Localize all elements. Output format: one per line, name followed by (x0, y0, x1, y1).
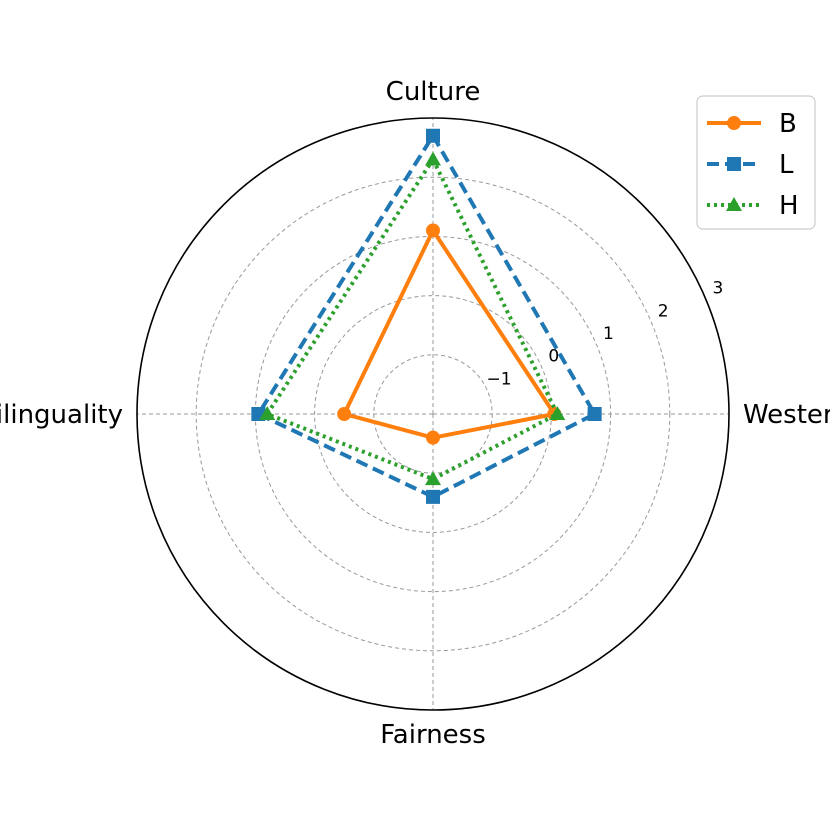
series-line-L (256, 133, 597, 499)
data-point-B (337, 407, 352, 421)
legend-marker-L (727, 157, 741, 171)
series-line-B (342, 228, 557, 440)
data-point-L (587, 407, 602, 421)
data-point-L (426, 128, 440, 143)
grid-circle (195, 176, 671, 652)
axis-label-western: Western (743, 400, 830, 430)
legend-marker-B (727, 116, 741, 130)
data-point-B (426, 430, 440, 445)
legend-box (696, 95, 816, 230)
data-point-H (425, 151, 441, 166)
r-tick-label: 1 (603, 324, 614, 344)
data-point-H (425, 471, 441, 486)
data-point-H (259, 406, 276, 420)
axis-label-multilinguality: Multilinguality (0, 400, 123, 430)
axis-label-fairness: Fairness (380, 720, 486, 750)
data-point-H (549, 406, 566, 420)
r-tick-label: 2 (658, 301, 669, 321)
series-line-H (265, 157, 560, 482)
r-tick-label: 3 (712, 279, 723, 299)
outer-frame (136, 117, 730, 711)
data-point-B (426, 223, 440, 238)
r-tick-label: −1 (487, 369, 512, 389)
legend-label-H: H (779, 191, 799, 221)
axis-label-culture: Culture (386, 77, 481, 107)
data-point-L (426, 489, 440, 504)
legend-label-B: B (779, 109, 797, 139)
legend-label-L: L (779, 150, 794, 180)
legend-marker-H (726, 197, 742, 211)
r-tick-label: 0 (548, 347, 559, 367)
